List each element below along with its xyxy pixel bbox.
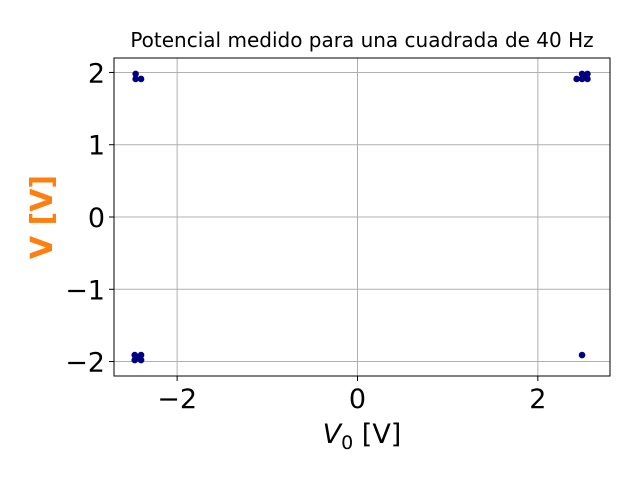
data-points [131,70,591,364]
y-tick-label: −1 [65,275,105,306]
y-axis-ticks: −2 −1 0 1 2 [65,58,114,379]
x-axis-label-main: V [323,419,344,450]
x-tick-label: 0 [349,384,366,415]
x-tick-label: −2 [157,384,197,415]
data-point [573,75,580,83]
data-point [581,72,589,80]
x-axis-label-subscript: 0 [341,432,353,454]
x-axis-ticks: −2 0 2 [157,376,546,415]
data-point [132,70,139,78]
data-point [134,354,141,362]
x-axis-label-unit: [V] [353,419,401,450]
chart-title: Potencial medido para una cuadrada de 40… [130,28,593,52]
y-tick-label: 2 [88,58,105,89]
y-tick-label: 0 [88,203,105,234]
data-point [132,75,139,83]
data-point [137,75,145,83]
y-axis-label: V [V] [25,175,60,259]
data-point [578,351,586,359]
grid-lines [114,58,610,376]
y-tick-label: 1 [88,131,105,162]
x-axis-label: V0 [V] [323,419,402,454]
y-tick-label: −2 [65,348,105,379]
x-tick-label: 2 [529,384,546,415]
